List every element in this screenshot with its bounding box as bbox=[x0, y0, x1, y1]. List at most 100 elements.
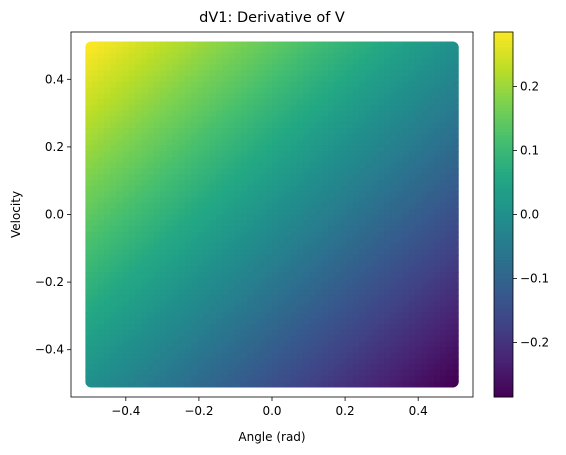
heatmap-cell bbox=[153, 133, 161, 141]
heatmap-cell bbox=[172, 260, 180, 267]
heatmap-cell bbox=[172, 237, 180, 244]
heatmap-cell bbox=[440, 266, 447, 273]
heatmap-cell bbox=[91, 341, 99, 348]
heatmap-cell bbox=[153, 116, 161, 123]
heatmap-cell bbox=[215, 329, 223, 337]
heatmap-cell bbox=[203, 81, 211, 89]
heatmap-cell bbox=[272, 375, 279, 383]
heatmap-cell bbox=[309, 156, 317, 164]
colorbar-segment bbox=[494, 375, 513, 380]
heatmap-cell bbox=[328, 220, 335, 227]
heatmap-cell bbox=[365, 381, 373, 388]
heatmap-cell bbox=[147, 341, 155, 348]
heatmap-cell bbox=[408, 99, 416, 106]
heatmap-cell bbox=[309, 341, 317, 348]
heatmap-cell bbox=[184, 122, 192, 129]
heatmap-cell bbox=[334, 254, 342, 262]
heatmap-cell bbox=[390, 341, 398, 348]
heatmap-cell bbox=[352, 329, 360, 337]
heatmap-cell bbox=[371, 99, 379, 106]
heatmap-cell bbox=[253, 312, 261, 319]
heatmap-cell bbox=[328, 191, 335, 198]
heatmap-cell bbox=[359, 185, 366, 193]
heatmap-cell bbox=[209, 312, 217, 319]
heatmap-cell bbox=[110, 277, 117, 285]
heatmap-cell bbox=[415, 179, 422, 187]
heatmap-cell bbox=[228, 70, 236, 77]
heatmap-cell bbox=[402, 295, 410, 302]
heatmap-cell bbox=[259, 341, 267, 348]
colorbar-segment bbox=[494, 366, 513, 371]
colorbar-segment bbox=[494, 35, 513, 39]
heatmap-cell bbox=[135, 283, 142, 291]
heatmap-cell bbox=[203, 306, 211, 314]
heatmap-cell bbox=[421, 347, 429, 354]
heatmap-cell bbox=[321, 381, 329, 388]
heatmap-cell bbox=[103, 58, 111, 66]
heatmap-cell bbox=[247, 324, 254, 331]
heatmap-cell bbox=[234, 139, 242, 146]
heatmap-cell bbox=[433, 64, 441, 71]
heatmap-cell bbox=[402, 151, 410, 158]
heatmap-cell bbox=[396, 312, 404, 319]
colorbar-segment bbox=[494, 86, 513, 91]
heatmap-cell bbox=[259, 312, 267, 319]
heatmap-cell bbox=[116, 116, 124, 123]
heatmap-cell bbox=[296, 53, 304, 60]
heatmap-cell bbox=[328, 208, 335, 216]
heatmap-cell bbox=[415, 277, 422, 285]
heatmap-cell bbox=[433, 116, 441, 123]
heatmap-cell bbox=[315, 202, 323, 210]
heatmap-cell bbox=[228, 260, 236, 267]
heatmap-cell bbox=[427, 231, 435, 239]
heatmap-cell bbox=[309, 41, 317, 48]
heatmap-cell bbox=[452, 237, 459, 244]
heatmap-cell bbox=[340, 358, 348, 366]
heatmap-cell bbox=[172, 110, 180, 118]
heatmap-cell bbox=[402, 139, 410, 146]
heatmap-cell bbox=[352, 243, 360, 250]
heatmap-cell bbox=[284, 151, 292, 158]
heatmap-cell bbox=[91, 370, 99, 377]
heatmap-cell bbox=[390, 110, 398, 118]
heatmap-cell bbox=[128, 226, 136, 233]
heatmap-cell bbox=[284, 237, 292, 244]
heatmap-cell bbox=[110, 116, 117, 123]
heatmap-cell bbox=[265, 168, 273, 175]
heatmap-cell bbox=[340, 375, 348, 383]
heatmap-cell bbox=[377, 116, 385, 123]
heatmap-cell bbox=[328, 162, 335, 169]
heatmap-cell bbox=[159, 185, 167, 193]
heatmap-cell bbox=[315, 145, 323, 152]
heatmap-cell bbox=[85, 197, 93, 204]
heatmap-cell bbox=[209, 364, 217, 371]
heatmap-cell bbox=[440, 243, 447, 250]
heatmap-cell bbox=[191, 375, 198, 383]
heatmap-cell bbox=[303, 254, 310, 262]
heatmap-cell bbox=[334, 364, 342, 371]
heatmap-cell bbox=[110, 231, 117, 239]
heatmap-cell bbox=[452, 208, 459, 216]
heatmap-cell bbox=[141, 162, 149, 169]
heatmap-cell bbox=[234, 168, 242, 175]
heatmap-cell bbox=[433, 208, 441, 216]
heatmap-cell bbox=[440, 220, 447, 227]
heatmap-cell bbox=[371, 295, 379, 302]
heatmap-cell bbox=[359, 300, 366, 308]
heatmap-cell bbox=[178, 364, 186, 371]
heatmap-cell bbox=[247, 358, 254, 366]
heatmap-cell bbox=[97, 341, 105, 348]
heatmap-cell bbox=[159, 226, 167, 233]
heatmap-cell bbox=[85, 133, 93, 141]
heatmap-cell bbox=[390, 370, 398, 377]
heatmap-cell bbox=[110, 237, 117, 244]
heatmap-cell bbox=[265, 381, 273, 388]
heatmap-cell bbox=[234, 99, 242, 106]
heatmap-cell bbox=[334, 185, 342, 193]
heatmap-cell bbox=[197, 352, 205, 360]
heatmap-cell bbox=[166, 110, 174, 118]
heatmap-cell bbox=[390, 168, 398, 175]
heatmap-cell bbox=[284, 76, 292, 83]
heatmap-cell bbox=[184, 266, 192, 273]
heatmap-cell bbox=[209, 202, 217, 210]
